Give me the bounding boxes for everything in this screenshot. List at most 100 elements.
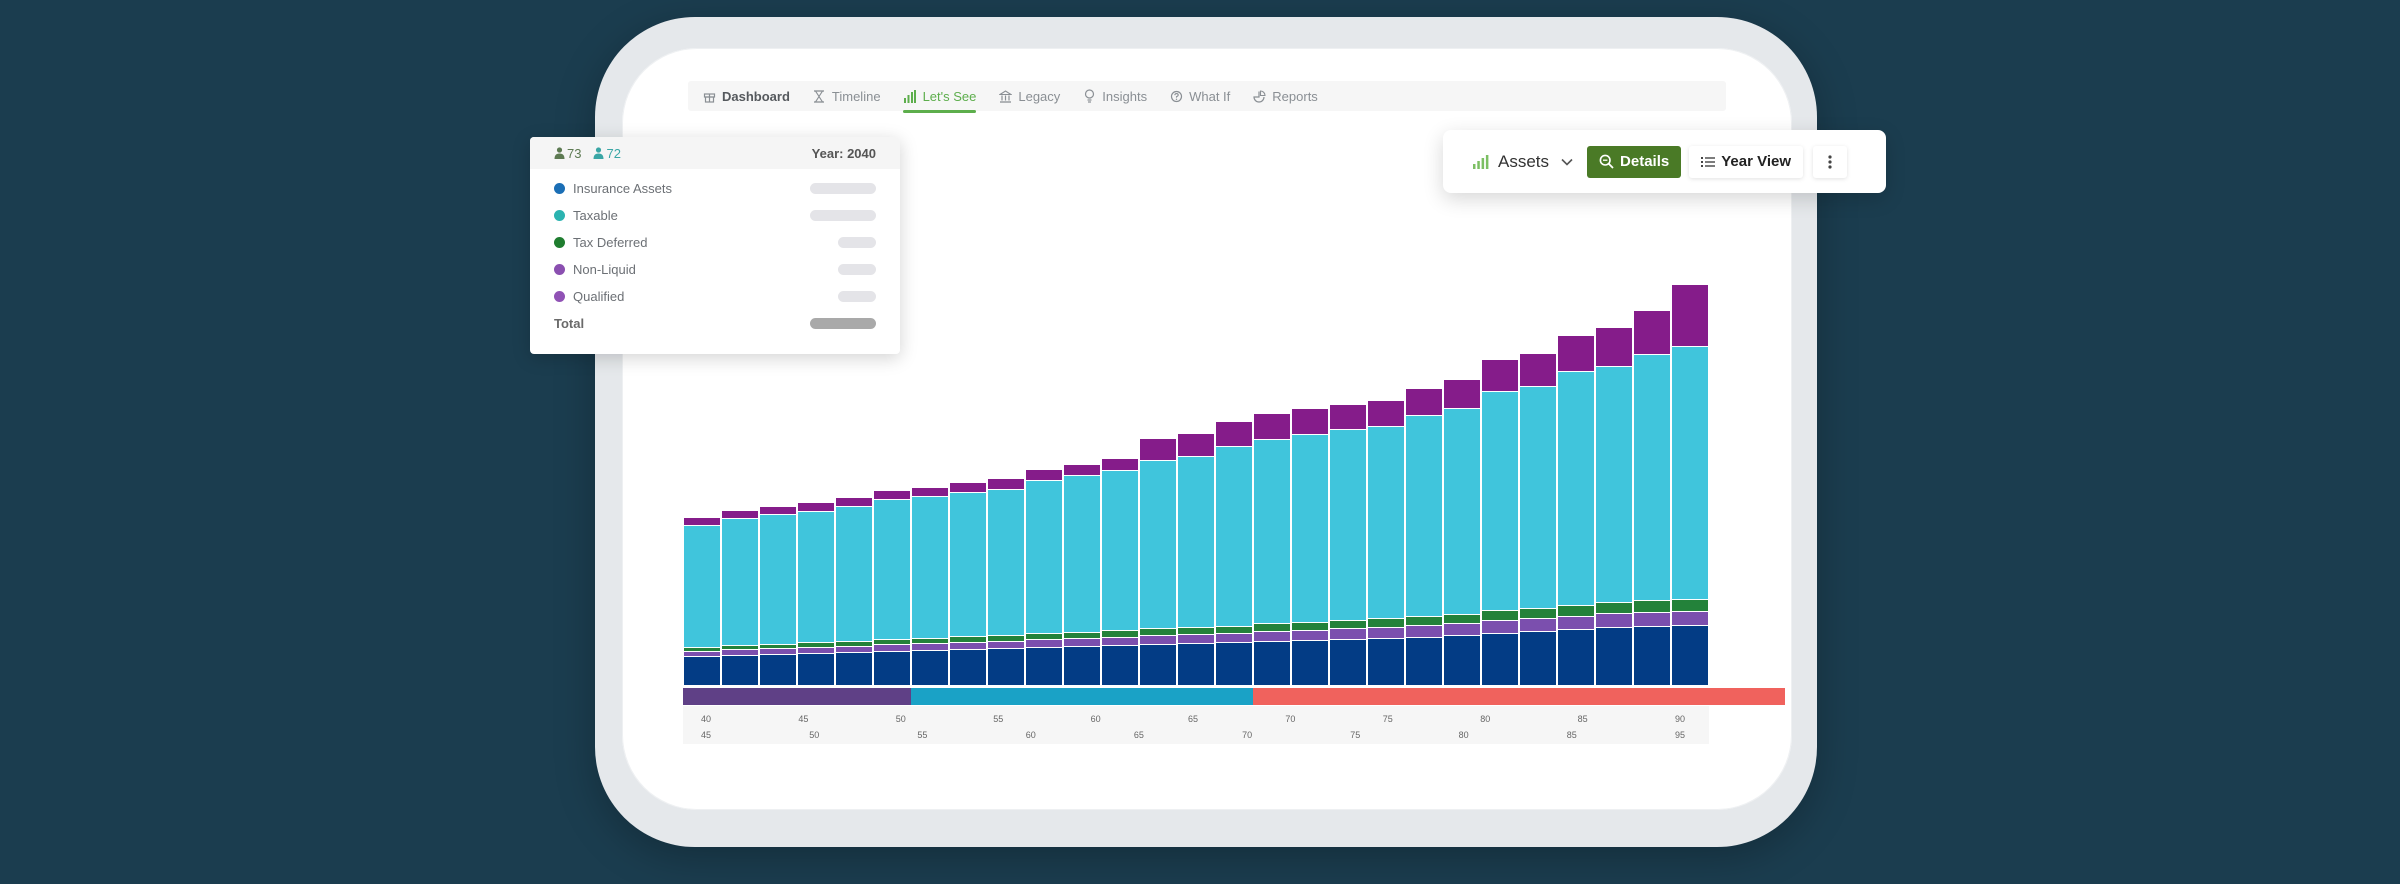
tab-legacy[interactable]: Legacy bbox=[998, 81, 1060, 111]
bar-segment-4-2[interactable] bbox=[836, 642, 872, 646]
bar-segment-11-2[interactable] bbox=[1102, 631, 1138, 637]
bar-segment-7-0[interactable] bbox=[950, 650, 986, 685]
bar-segment-20-4[interactable] bbox=[1444, 380, 1480, 408]
bar-segment-22-0[interactable] bbox=[1520, 632, 1556, 685]
bar-segment-26-0[interactable] bbox=[1672, 626, 1708, 685]
bar-segment-19-2[interactable] bbox=[1406, 617, 1442, 625]
bar-segment-6-2[interactable] bbox=[912, 639, 948, 643]
bar-segment-12-1[interactable] bbox=[1140, 636, 1176, 644]
bar-segment-9-2[interactable] bbox=[1026, 634, 1062, 639]
bar-segment-15-1[interactable] bbox=[1254, 632, 1290, 641]
bar-segment-5-0[interactable] bbox=[874, 652, 910, 685]
bar-segment-3-3[interactable] bbox=[798, 512, 834, 642]
bar-segment-1-1[interactable] bbox=[722, 650, 758, 655]
tab-lets-see[interactable]: Let's See bbox=[902, 81, 976, 113]
bar-segment-18-4[interactable] bbox=[1368, 401, 1404, 426]
bar-segment-16-3[interactable] bbox=[1292, 435, 1328, 622]
bar-segment-8-0[interactable] bbox=[988, 649, 1024, 685]
bar-segment-7-2[interactable] bbox=[950, 637, 986, 642]
bar-segment-12-3[interactable] bbox=[1140, 461, 1176, 628]
bar-segment-24-0[interactable] bbox=[1596, 628, 1632, 685]
bar-segment-25-4[interactable] bbox=[1634, 311, 1670, 354]
bar-segment-23-4[interactable] bbox=[1558, 336, 1594, 371]
bar-segment-9-1[interactable] bbox=[1026, 640, 1062, 647]
bar-segment-20-2[interactable] bbox=[1444, 615, 1480, 623]
tab-timeline[interactable]: Timeline bbox=[812, 81, 881, 111]
bar-segment-17-1[interactable] bbox=[1330, 629, 1366, 639]
bar-segment-0-2[interactable] bbox=[684, 648, 720, 651]
bar-segment-4-4[interactable] bbox=[836, 498, 872, 506]
bar-segment-11-1[interactable] bbox=[1102, 638, 1138, 645]
details-button[interactable]: Details bbox=[1587, 145, 1682, 178]
bar-segment-24-2[interactable] bbox=[1596, 603, 1632, 613]
bar-segment-2-3[interactable] bbox=[760, 515, 796, 644]
bar-segment-15-4[interactable] bbox=[1254, 414, 1290, 439]
bar-segment-23-3[interactable] bbox=[1558, 372, 1594, 605]
bar-segment-20-0[interactable] bbox=[1444, 636, 1480, 685]
bar-segment-6-1[interactable] bbox=[912, 644, 948, 650]
bar-segment-6-4[interactable] bbox=[912, 488, 948, 496]
bar-segment-10-1[interactable] bbox=[1064, 639, 1100, 646]
bar-segment-22-1[interactable] bbox=[1520, 619, 1556, 631]
bar-segment-13-3[interactable] bbox=[1178, 457, 1214, 627]
bar-segment-2-4[interactable] bbox=[760, 507, 796, 514]
bar-segment-5-2[interactable] bbox=[874, 640, 910, 644]
bar-segment-14-4[interactable] bbox=[1216, 422, 1252, 446]
bar-segment-1-3[interactable] bbox=[722, 519, 758, 645]
bar-segment-12-4[interactable] bbox=[1140, 439, 1176, 460]
tab-dashboard[interactable]: Dashboard bbox=[702, 81, 790, 111]
bar-segment-24-4[interactable] bbox=[1596, 328, 1632, 366]
bar-segment-14-1[interactable] bbox=[1216, 634, 1252, 642]
bar-segment-7-3[interactable] bbox=[950, 493, 986, 636]
bar-segment-20-3[interactable] bbox=[1444, 409, 1480, 614]
bar-segment-3-0[interactable] bbox=[798, 654, 834, 685]
bar-segment-0-0[interactable] bbox=[684, 657, 720, 685]
bar-segment-26-3[interactable] bbox=[1672, 347, 1708, 599]
bar-segment-11-4[interactable] bbox=[1102, 459, 1138, 470]
bar-segment-12-0[interactable] bbox=[1140, 645, 1176, 685]
bar-segment-25-3[interactable] bbox=[1634, 355, 1670, 600]
bar-segment-19-4[interactable] bbox=[1406, 389, 1442, 415]
bar-segment-10-0[interactable] bbox=[1064, 647, 1100, 685]
bar-segment-26-1[interactable] bbox=[1672, 612, 1708, 625]
bar-segment-13-0[interactable] bbox=[1178, 644, 1214, 685]
bar-segment-15-3[interactable] bbox=[1254, 440, 1290, 623]
bar-segment-25-2[interactable] bbox=[1634, 601, 1670, 612]
bar-segment-23-0[interactable] bbox=[1558, 630, 1594, 685]
bar-segment-14-3[interactable] bbox=[1216, 447, 1252, 626]
bar-segment-21-0[interactable] bbox=[1482, 634, 1518, 685]
tab-what-if[interactable]: What If bbox=[1169, 81, 1230, 111]
bar-segment-20-1[interactable] bbox=[1444, 624, 1480, 635]
bar-segment-4-0[interactable] bbox=[836, 653, 872, 685]
bar-segment-19-0[interactable] bbox=[1406, 638, 1442, 685]
bar-segment-3-1[interactable] bbox=[798, 648, 834, 653]
bar-segment-21-4[interactable] bbox=[1482, 360, 1518, 391]
more-options-button[interactable] bbox=[1813, 145, 1848, 178]
bar-segment-4-3[interactable] bbox=[836, 507, 872, 641]
bar-segment-17-3[interactable] bbox=[1330, 430, 1366, 620]
bar-segment-24-1[interactable] bbox=[1596, 614, 1632, 627]
bar-segment-6-0[interactable] bbox=[912, 651, 948, 685]
bar-segment-25-0[interactable] bbox=[1634, 627, 1670, 685]
bar-segment-19-1[interactable] bbox=[1406, 626, 1442, 637]
bar-segment-26-4[interactable] bbox=[1672, 285, 1708, 346]
bar-segment-8-2[interactable] bbox=[988, 636, 1024, 641]
bar-segment-16-4[interactable] bbox=[1292, 409, 1328, 434]
bar-segment-1-2[interactable] bbox=[722, 646, 758, 649]
bar-segment-0-4[interactable] bbox=[684, 518, 720, 525]
bar-segment-17-0[interactable] bbox=[1330, 640, 1366, 685]
bar-segment-14-0[interactable] bbox=[1216, 643, 1252, 685]
bar-segment-13-2[interactable] bbox=[1178, 628, 1214, 634]
bar-segment-0-1[interactable] bbox=[684, 652, 720, 656]
bar-segment-13-1[interactable] bbox=[1178, 635, 1214, 643]
bar-segment-17-4[interactable] bbox=[1330, 405, 1366, 429]
bar-segment-19-3[interactable] bbox=[1406, 416, 1442, 616]
bar-segment-9-4[interactable] bbox=[1026, 470, 1062, 480]
bar-segment-10-3[interactable] bbox=[1064, 476, 1100, 632]
bar-segment-3-2[interactable] bbox=[798, 643, 834, 647]
bar-segment-1-0[interactable] bbox=[722, 656, 758, 685]
bar-segment-16-2[interactable] bbox=[1292, 623, 1328, 630]
bar-segment-10-4[interactable] bbox=[1064, 465, 1100, 475]
bar-segment-15-0[interactable] bbox=[1254, 642, 1290, 685]
bar-segment-3-4[interactable] bbox=[798, 503, 834, 511]
